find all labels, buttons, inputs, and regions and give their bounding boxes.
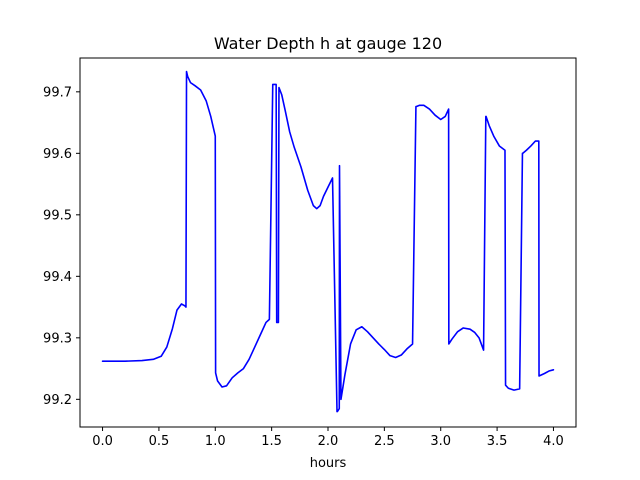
y-tick-label: 99.3 <box>43 331 72 346</box>
chart-title: Water Depth h at gauge 120 <box>214 34 442 53</box>
plot-area <box>80 58 576 427</box>
x-tick-label: 2.0 <box>318 434 339 449</box>
series-line-0 <box>101 70 555 413</box>
x-axis-label: hours <box>310 456 347 471</box>
y-tick-label: 99.5 <box>43 208 72 223</box>
y-tick-label: 99.7 <box>43 85 72 100</box>
x-tick-label: 0.0 <box>92 434 113 449</box>
series-layer <box>101 70 555 413</box>
x-tick-label: 4.0 <box>543 434 564 449</box>
x-tick-label: 2.5 <box>374 434 395 449</box>
x-tick-label: 0.5 <box>149 434 170 449</box>
x-tick-label: 1.0 <box>205 434 226 449</box>
y-tick-label: 99.2 <box>43 393 72 408</box>
y-tick-label: 99.4 <box>43 270 72 285</box>
y-axis: 99.2 99.3 99.4 99.5 99.6 99.7 <box>43 85 80 408</box>
x-axis: 0.0 0.5 1.0 1.5 2.0 2.5 3.0 3.5 4.0 <box>92 427 564 449</box>
x-tick-label: 3.0 <box>430 434 451 449</box>
y-tick-label: 99.6 <box>43 147 72 162</box>
x-tick-label: 3.5 <box>487 434 508 449</box>
x-tick-label: 1.5 <box>261 434 282 449</box>
